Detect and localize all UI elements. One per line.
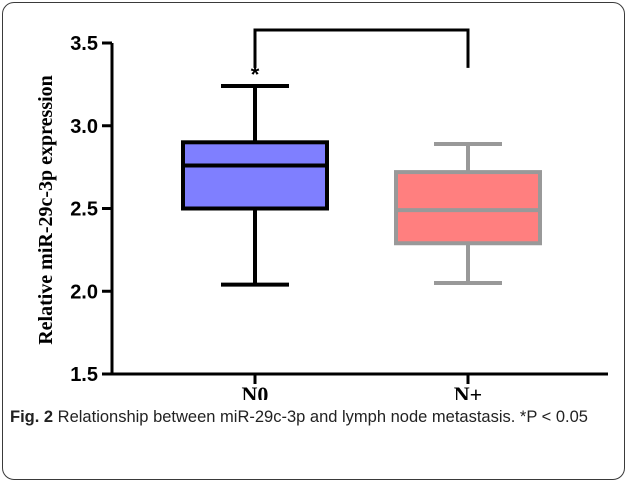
- box-plot-chart: 1.5 2.0 2.5 3.0 3.5 N0 N+ * Relative miR-29c-…: [35, 28, 608, 400]
- y-tick-label: 3.5: [70, 33, 98, 55]
- box-iqr: [181, 140, 329, 211]
- box-iqr: [394, 170, 542, 246]
- y-tick-label: 1.5: [70, 364, 98, 386]
- significance-bracket: [253, 28, 470, 68]
- box-plot-series: [181, 84, 542, 287]
- x-tick-label: N+: [454, 382, 482, 400]
- significance-asterisk: *: [251, 62, 260, 87]
- x-tick-label: N0: [242, 382, 269, 400]
- caption-text: Relationship between miR-29c-3p and lymp…: [53, 408, 588, 426]
- box-n0: [181, 84, 329, 287]
- x-axis: N0 N+: [112, 372, 608, 400]
- figure-label: Fig. 2: [10, 408, 54, 426]
- y-tick-label: 3.0: [70, 116, 98, 138]
- y-tick-label: 2.0: [70, 281, 98, 303]
- y-tick-label: 2.5: [70, 199, 98, 221]
- y-axis: 1.5 2.0 2.5 3.0 3.5: [70, 33, 114, 386]
- box-nplus: [394, 141, 542, 285]
- y-axis-label: Relative miR-29c-3p expression: [35, 75, 57, 345]
- significance-annotation: *: [251, 28, 470, 87]
- figure-caption: Fig. 2 Relationship between miR-29c-3p a…: [10, 404, 610, 430]
